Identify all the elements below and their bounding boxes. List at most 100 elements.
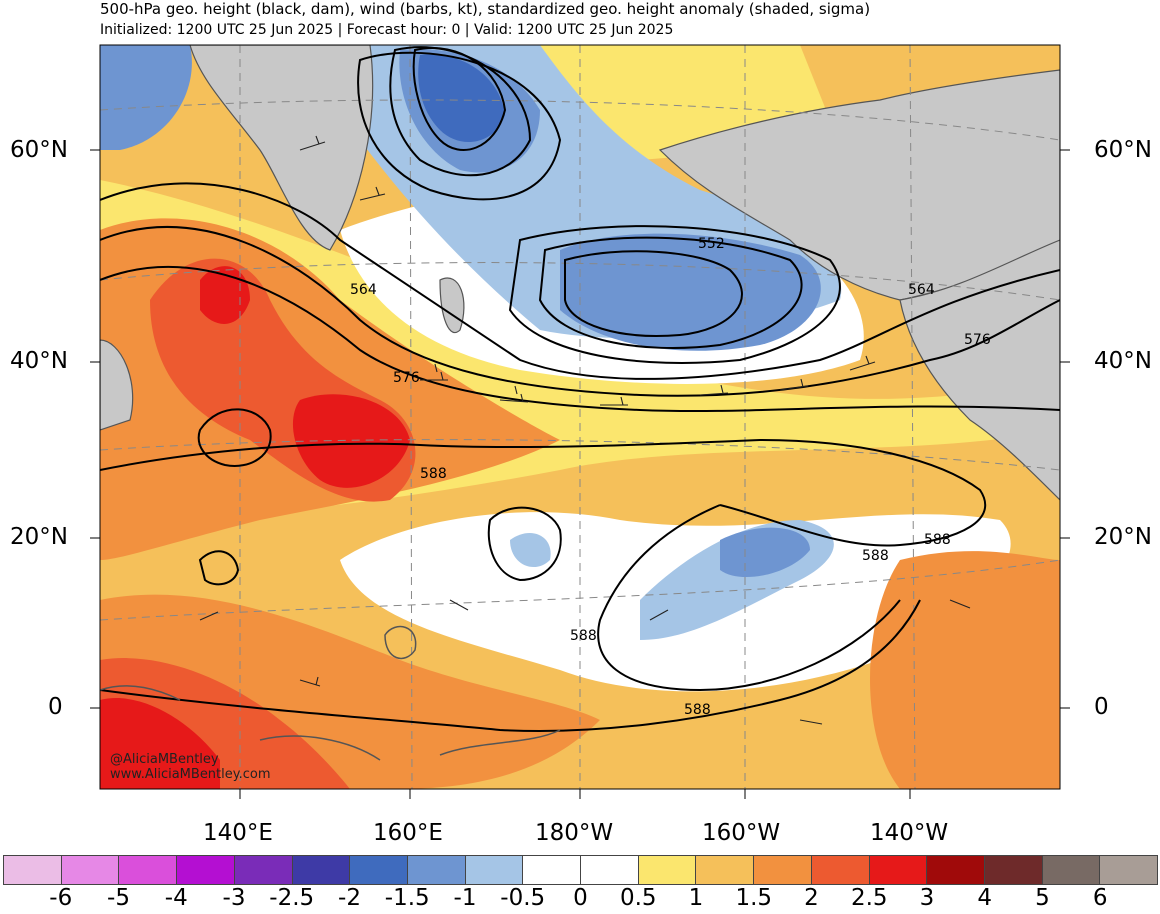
contour-label: 588 — [924, 532, 951, 548]
contour-label: 588 — [862, 548, 889, 564]
lon-label: 160°E — [373, 820, 443, 846]
colorbar-swatch — [350, 856, 408, 884]
weather-map: 552 564 564 576 576 588 588 588 588 588 — [90, 44, 1070, 799]
colorbar-swatch — [119, 856, 178, 884]
colorbar-label: -2 — [338, 885, 361, 911]
lon-label: 140°W — [870, 820, 949, 846]
contour-552-low — [564, 250, 743, 337]
orange-anomaly-southeast — [870, 551, 1060, 789]
colorbar-swatch — [465, 856, 524, 884]
colorbar — [3, 855, 1158, 885]
contour-label: 588 — [420, 466, 447, 482]
colorbar-label: -2.5 — [269, 885, 315, 911]
contour-label: 552 — [698, 236, 725, 252]
contour-576 — [100, 226, 1060, 397]
contour-label: 564 — [908, 282, 935, 298]
colorbar-swatch — [292, 856, 351, 884]
colorbar-label: 2 — [804, 885, 819, 911]
colorbar-swatch — [523, 856, 582, 884]
colorbar-swatch — [177, 856, 235, 884]
wind-barbs — [199, 135, 971, 725]
negative-anomaly-subtropical-core — [720, 527, 810, 578]
lon-label: 140°E — [203, 820, 273, 846]
lat-label-left: 60°N — [10, 137, 68, 163]
colorbar-label: -0.5 — [500, 885, 546, 911]
colorbar-label: -1 — [453, 885, 477, 911]
contour-564-inner — [508, 225, 841, 364]
negative-anomaly-small-center — [510, 532, 551, 568]
colorbar-label: 3 — [919, 885, 935, 911]
frame-ticks — [90, 149, 1070, 799]
contour-576b — [100, 265, 1060, 413]
negative-anomaly-aleutian-low — [560, 233, 821, 351]
height-contours — [100, 46, 1060, 732]
contour-label: 576 — [393, 370, 420, 386]
map-subtitle: Initialized: 1200 UTC 25 Jun 2025 | Fore… — [100, 22, 674, 38]
graticule — [100, 45, 1060, 789]
contour-bering-2 — [357, 51, 562, 201]
colorbar-label: -1.5 — [384, 885, 430, 911]
lat-label-left: 0 — [48, 694, 63, 720]
colorbar-label: 5 — [1035, 885, 1050, 911]
colorbar-label: 1 — [688, 885, 704, 911]
contour-588-closed-b — [197, 408, 272, 467]
colorbar-swatch — [696, 856, 755, 884]
lat-label-right: 40°N — [1094, 348, 1152, 374]
contour-label: 576 — [964, 332, 991, 348]
contour-588 — [100, 438, 987, 547]
lon-label: 160°W — [702, 820, 781, 846]
lat-label-right: 0 — [1094, 694, 1109, 720]
island-outlines — [100, 625, 561, 761]
colorbar-label: 6 — [1092, 885, 1108, 911]
colorbar-swatch — [581, 856, 639, 884]
colorbar-swatch — [407, 856, 466, 884]
map-title: 500-hPa geo. height (black, dam), wind (… — [100, 0, 871, 18]
colorbar-swatch — [927, 856, 985, 884]
lat-label-left: 40°N — [10, 348, 68, 374]
land-asia-west — [100, 339, 134, 431]
colorbar-swatch — [638, 856, 697, 884]
colorbar-swatch — [811, 856, 870, 884]
colorbar-label: -6 — [49, 885, 73, 911]
lat-label-right: 60°N — [1094, 137, 1152, 163]
contour-bering-1 — [389, 46, 532, 177]
colorbar-swatch — [1042, 856, 1101, 884]
contour-588-south — [100, 599, 921, 732]
negative-anomaly-west-arctic — [100, 45, 192, 150]
colorbar-label: -3 — [222, 885, 246, 911]
contour-label-group: 552 564 564 576 576 588 588 588 588 588 — [350, 236, 991, 718]
colorbar-swatch — [234, 856, 293, 884]
colorbar-label: 0.5 — [619, 885, 657, 911]
land-masses — [100, 45, 1060, 501]
colorbar-swatch — [984, 856, 1043, 884]
colorbar-swatch — [61, 856, 120, 884]
contour-552 — [538, 236, 803, 349]
contour-588-closed-c — [198, 550, 240, 586]
colorbar-label: 4 — [977, 885, 993, 911]
colorbar-swatch — [869, 856, 928, 884]
colorbar-swatch — [4, 856, 62, 884]
colorbar-label: 1.5 — [735, 885, 773, 911]
contour-588-closed-a — [487, 506, 562, 582]
land-north-america — [899, 239, 1060, 501]
lat-label-left: 20°N — [10, 524, 68, 550]
credit-url: www.AliciaMBentley.com — [110, 767, 271, 782]
colorbar-label: -4 — [164, 885, 188, 911]
colorbar-swatch — [1100, 856, 1158, 884]
colorbar-swatch — [754, 856, 812, 884]
colorbar-label: -5 — [107, 885, 130, 911]
colorbar-label: 0 — [573, 885, 588, 911]
red-anomaly-core-east — [292, 394, 410, 488]
contour-564 — [100, 182, 1060, 380]
credit-handle: @AliciaMBentley — [110, 752, 219, 767]
lon-label: 180°W — [535, 820, 614, 846]
colorbar-label: 2.5 — [850, 885, 888, 911]
lat-label-right: 20°N — [1094, 524, 1152, 550]
negative-anomaly-core-dark — [418, 54, 505, 142]
contour-label: 588 — [684, 702, 711, 718]
contour-label: 564 — [350, 282, 377, 298]
contour-588-tropics — [597, 504, 901, 692]
red-anomaly-core-north — [200, 266, 250, 324]
land-siberia — [189, 45, 374, 251]
contour-label: 588 — [570, 628, 597, 644]
